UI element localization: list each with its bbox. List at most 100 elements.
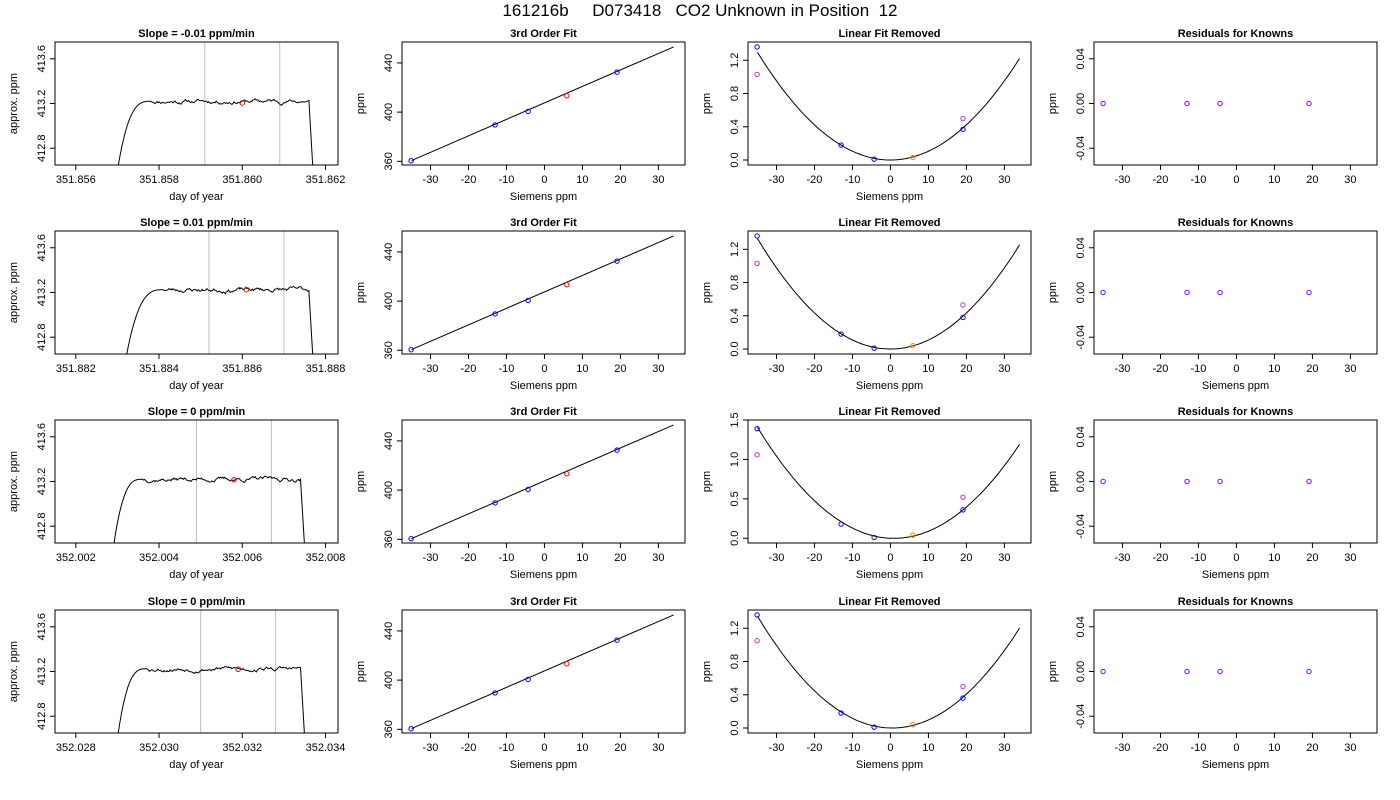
x-tick-label: -30 bbox=[423, 552, 439, 564]
plot-frame bbox=[1093, 41, 1378, 166]
panel-r3-c2: Linear Fit Removed -30 -20 -10 0 10 20 30 0.0 0.4… bbox=[701, 596, 1032, 771]
known-point bbox=[408, 346, 414, 353]
x-tick-label: 30 bbox=[652, 174, 664, 186]
plot-area bbox=[408, 46, 674, 164]
y-tick-label: -0.04 bbox=[1075, 136, 1087, 161]
known-point bbox=[871, 156, 877, 162]
known-point bbox=[525, 108, 531, 115]
known-point bbox=[408, 157, 414, 164]
trace-line bbox=[117, 98, 314, 165]
panel-title: Slope = -0.01 ppm/min bbox=[138, 28, 255, 40]
residual-point bbox=[1100, 668, 1106, 675]
y-axis-label: approx. ppm bbox=[8, 262, 20, 323]
plot-area bbox=[1100, 289, 1312, 296]
y-tick-label: 440 bbox=[383, 243, 395, 261]
x-tick-label: -20 bbox=[1153, 363, 1169, 375]
x-axis-label: Siemens ppm bbox=[510, 191, 577, 203]
plot-area bbox=[1100, 478, 1312, 485]
x-tick-label: -30 bbox=[769, 742, 785, 754]
x-tick-label: 0 bbox=[887, 363, 893, 375]
known-point bbox=[838, 142, 844, 148]
y-tick-label: 360 bbox=[383, 341, 395, 359]
residual-point bbox=[1306, 478, 1312, 485]
x-tick-label: -30 bbox=[769, 174, 785, 186]
y-tick-label: 413.2 bbox=[36, 279, 48, 307]
known-point bbox=[408, 535, 414, 542]
y-tick-label: 1.2 bbox=[729, 53, 741, 68]
x-tick-label: 10 bbox=[922, 742, 934, 754]
x-tick-label: -20 bbox=[807, 363, 823, 375]
x-tick-label: 30 bbox=[998, 174, 1010, 186]
panel-r2-c0: Slope = 0 ppm/min 352.002 352.004 352.006 35… bbox=[8, 406, 345, 581]
plot-area bbox=[408, 614, 674, 732]
x-tick-label: -20 bbox=[1153, 742, 1169, 754]
x-tick-label: -20 bbox=[807, 742, 823, 754]
plot-frame bbox=[747, 41, 1032, 166]
plot-area bbox=[113, 420, 305, 543]
x-tick-label: 30 bbox=[1344, 742, 1356, 754]
panel-r1-c3: Residuals for Knowns -30 -20 -10 0 10 20 30 -0.0… bbox=[1047, 217, 1378, 392]
x-tick-label: 352.032 bbox=[222, 742, 262, 754]
x-tick-label: 0 bbox=[541, 552, 547, 564]
x-tick-label: -10 bbox=[499, 363, 515, 375]
y-tick-label: 413.2 bbox=[36, 658, 48, 686]
known-point bbox=[525, 486, 531, 493]
x-tick-label: 30 bbox=[652, 552, 664, 564]
x-tick-label: -30 bbox=[1115, 742, 1131, 754]
x-tick-label: 30 bbox=[998, 363, 1010, 375]
x-tick-label: 352.008 bbox=[306, 552, 346, 564]
x-tick-label: 10 bbox=[576, 363, 588, 375]
x-tick-label: 20 bbox=[960, 363, 972, 375]
y-tick-label: 0.5 bbox=[729, 491, 741, 506]
x-tick-label: 30 bbox=[652, 742, 664, 754]
x-tick-label: 10 bbox=[576, 174, 588, 186]
y-tick-label: 400 bbox=[383, 103, 395, 121]
x-tick-label: 0 bbox=[887, 174, 893, 186]
residual-point bbox=[1184, 100, 1190, 107]
y-tick-label: 400 bbox=[383, 671, 395, 689]
x-tick-label: 0 bbox=[887, 742, 893, 754]
y-tick-label: 0.0 bbox=[729, 531, 741, 546]
x-tick-label: 351.858 bbox=[139, 174, 179, 186]
x-tick-label: 20 bbox=[960, 742, 972, 754]
x-tick-label: 351.860 bbox=[222, 174, 262, 186]
y-tick-label: 413.2 bbox=[36, 468, 48, 496]
x-axis-label: Siemens ppm bbox=[1202, 759, 1269, 771]
y-tick-label: 0.04 bbox=[1075, 426, 1087, 447]
y-tick-label: 413.6 bbox=[36, 613, 48, 641]
x-tick-label: 30 bbox=[1344, 174, 1356, 186]
unknown-point bbox=[564, 282, 570, 288]
unknown-point bbox=[910, 154, 916, 161]
x-tick-label: 30 bbox=[1344, 363, 1356, 375]
y-tick-label: 0.04 bbox=[1075, 48, 1087, 69]
residual-point bbox=[1306, 100, 1312, 107]
y-tick-label: 413.6 bbox=[36, 234, 48, 262]
trace-line bbox=[126, 285, 314, 354]
plot-frame bbox=[1093, 609, 1378, 734]
residual-point bbox=[1184, 478, 1190, 485]
x-tick-label: -20 bbox=[807, 552, 823, 564]
known-point bbox=[754, 44, 760, 50]
x-tick-label: 10 bbox=[576, 552, 588, 564]
y-axis-label: ppm bbox=[355, 93, 367, 114]
y-tick-label: 0.8 bbox=[729, 275, 741, 290]
panel-r2-c3: Residuals for Knowns -30 -20 -10 0 10 20 30 -0.0… bbox=[1047, 406, 1378, 581]
known-point bbox=[754, 233, 760, 239]
x-tick-label: -10 bbox=[1191, 552, 1207, 564]
y-tick-label: 1.5 bbox=[729, 412, 741, 427]
panel-title: Slope = 0 ppm/min bbox=[148, 596, 246, 608]
known-point bbox=[525, 297, 531, 304]
x-tick-label: -20 bbox=[807, 174, 823, 186]
known-point bbox=[614, 258, 620, 264]
plot-area bbox=[117, 610, 305, 733]
panel-title: 3rd Order Fit bbox=[510, 28, 577, 40]
trace-line bbox=[117, 665, 305, 733]
x-tick-label: -10 bbox=[845, 174, 861, 186]
panel-title: Residuals for Knowns bbox=[1178, 596, 1294, 608]
y-tick-label: 0.00 bbox=[1075, 661, 1087, 682]
plot-frame bbox=[54, 609, 339, 734]
y-tick-label: 440 bbox=[383, 432, 395, 450]
y-tick-label: 0.4 bbox=[729, 119, 741, 134]
x-tick-label: 20 bbox=[1306, 363, 1318, 375]
